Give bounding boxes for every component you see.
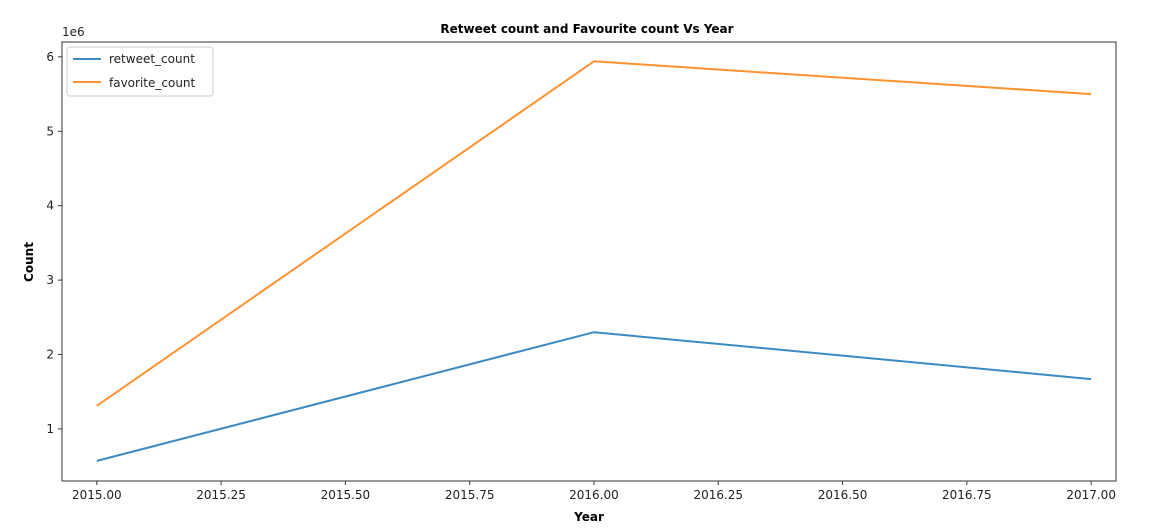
legend-label-retweet-count: retweet_count: [109, 52, 195, 66]
x-tick-label: 2016.00: [569, 488, 619, 502]
x-tick-label: 2015.50: [321, 488, 371, 502]
series-line-favorite-count: [96, 60, 1092, 407]
x-tick-label: 2016.75: [942, 488, 992, 502]
y-axis-ticks: 1 2 3 4 5 6: [46, 50, 62, 436]
x-axis-title: Year: [573, 510, 604, 524]
y-tick-label: 5: [46, 124, 54, 138]
plot-frame: [61, 41, 1117, 482]
y-tick-label: 1: [46, 422, 54, 436]
y-offset-label: 1e6: [62, 25, 85, 39]
series-line-retweet-count: [96, 331, 1092, 462]
x-tick-label: 2015.00: [72, 488, 122, 502]
legend-box: [66, 46, 214, 97]
legend-label-favorite-count: favorite_count: [109, 76, 196, 90]
x-tick-label: 2016.50: [818, 488, 868, 502]
x-tick-label: 2015.75: [445, 488, 495, 502]
x-tick-label: 2015.25: [196, 488, 246, 502]
series-layer: [96, 60, 1092, 462]
legend: retweet_count favorite_count: [66, 46, 214, 97]
y-tick-label: 6: [46, 50, 54, 64]
x-tick-label: 2017.00: [1066, 488, 1116, 502]
y-tick-label: 2: [46, 348, 54, 362]
x-axis-ticks: 2015.00 2015.25 2015.50 2015.75 2016.00 2016.…: [72, 481, 1116, 502]
chart-title: Retweet count and Favourite count Vs Yea…: [440, 22, 733, 36]
y-tick-label: 3: [46, 273, 54, 287]
y-axis-title: Count: [22, 242, 36, 282]
y-tick-label: 4: [46, 199, 54, 213]
x-tick-label: 2016.25: [693, 488, 743, 502]
